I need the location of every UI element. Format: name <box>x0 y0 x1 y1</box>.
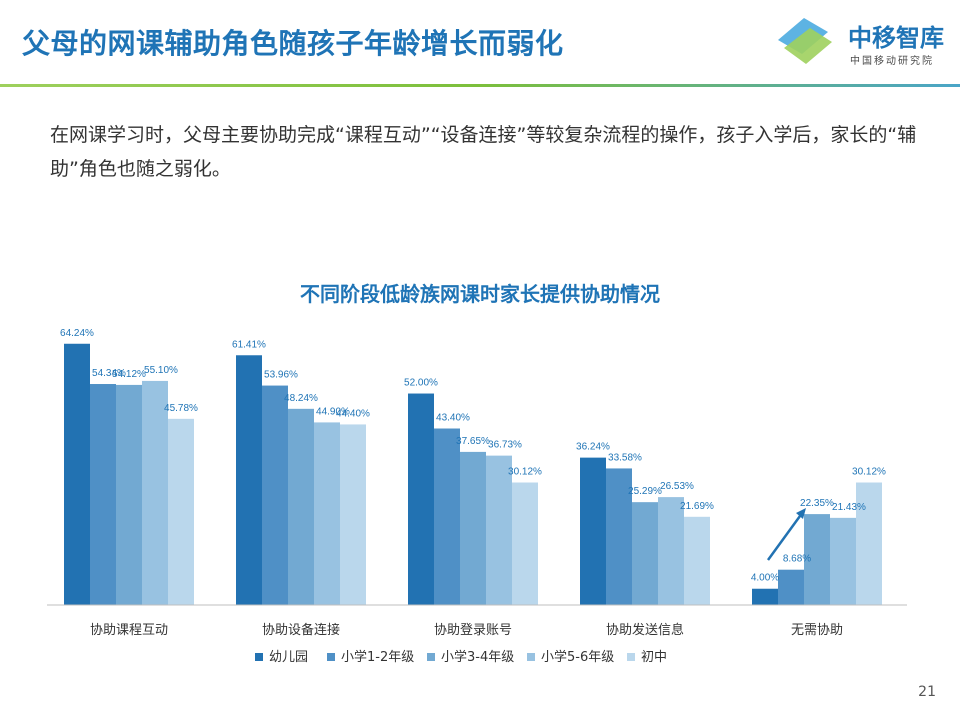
bar <box>340 424 366 605</box>
category-label: 协助设备连接 <box>262 622 340 638</box>
page-number: 21 <box>918 684 936 700</box>
bar-value-label: 55.10% <box>144 365 178 376</box>
page-title: 父母的网课辅助角色随孩子年龄增长而弱化 <box>22 27 564 60</box>
bar <box>580 457 606 605</box>
intro-paragraph: 在网课学习时，父母主要协助完成“课程互动”“设备连接”等较复杂流程的操作，孩子入… <box>50 124 917 180</box>
bar <box>236 355 262 605</box>
bar-value-label: 43.40% <box>436 413 470 424</box>
bar-value-label: 44.90% <box>316 406 350 417</box>
category-label: 协助登录账号 <box>434 623 512 638</box>
category-labels-layer: 协助课程互动 协助设备连接 协助登录账号 协助发送信息 无需协助 <box>90 622 843 638</box>
bar <box>64 343 90 605</box>
value-labels-layer: 64.24% 54.34%54.12%55.10% 45.78% 61.41% 53.9… <box>60 328 886 584</box>
bar-value-label: 26.53% <box>660 481 694 492</box>
bar <box>262 385 288 605</box>
bar <box>288 408 314 605</box>
legend-swatch <box>327 653 335 661</box>
bar <box>830 517 856 605</box>
bar <box>658 497 684 605</box>
category-label: 协助发送信息 <box>606 622 684 638</box>
bar-value-label: 45.78% <box>164 403 198 414</box>
bar <box>804 514 830 605</box>
bar-value-label: 54.34% <box>92 368 126 379</box>
bars-layer <box>64 343 882 605</box>
bar <box>408 393 434 605</box>
legend-swatch <box>255 653 263 661</box>
logo-subtitle: 中国移动研究院 <box>850 56 934 67</box>
legend-label: 小学5-6年级 <box>541 649 614 665</box>
bar-value-label: 33.58% <box>608 452 642 463</box>
trend-arrow-icon <box>766 508 806 561</box>
logo-text: 中移智库 <box>848 24 944 52</box>
legend-swatch <box>627 653 635 661</box>
category-label: 协助课程互动 <box>90 623 168 638</box>
bar <box>314 422 340 605</box>
logo <box>770 10 950 70</box>
bar <box>684 516 710 605</box>
bar-value-label: 53.96% <box>264 370 298 381</box>
bar-value-label: 44.40% <box>336 408 370 419</box>
bar-value-label: 8.68% <box>783 554 811 565</box>
legend-label: 幼儿园 <box>269 650 308 665</box>
legend-label: 小学3-4年级 <box>441 649 514 665</box>
bar <box>778 569 804 605</box>
legend-label: 初中 <box>641 650 667 665</box>
bar-value-label: 4.00% <box>751 573 779 584</box>
legend-swatch <box>527 653 535 661</box>
bar-value-label: 52.00% <box>404 378 438 389</box>
bar <box>752 588 778 605</box>
legend: 幼儿园 小学1-2年级 小学3-4年级 小学5-6年级 初中 <box>255 649 667 665</box>
bar <box>460 451 486 605</box>
bar <box>606 468 632 605</box>
bar-value-label: 36.73% <box>488 440 522 451</box>
bar <box>632 502 658 605</box>
logo-mark-icon <box>778 18 832 64</box>
chart-title: 不同阶段低龄族网课时家长提供协助情况 <box>300 282 660 306</box>
bar-value-label: 30.12% <box>852 467 886 478</box>
bar-value-label: 48.24% <box>284 393 318 404</box>
bar-value-label: 25.29% <box>628 486 662 497</box>
legend-label: 小学1-2年级 <box>341 649 414 665</box>
legend-swatch <box>427 653 435 661</box>
bar-value-label: 30.12% <box>508 467 542 478</box>
bar-value-label: 54.12% <box>112 369 146 380</box>
bar-value-label: 36.24% <box>576 442 610 453</box>
bar-value-label: 21.43% <box>832 502 866 513</box>
bar <box>512 482 538 605</box>
bar-value-label: 61.41% <box>232 339 266 350</box>
bar-value-label: 37.65% <box>456 436 490 447</box>
bar <box>434 428 460 605</box>
bar-value-label: 21.69% <box>680 501 714 512</box>
bar <box>90 384 116 605</box>
bar <box>168 418 194 605</box>
category-label: 无需协助 <box>791 623 843 638</box>
bar <box>856 482 882 605</box>
bar <box>486 455 512 605</box>
header-divider <box>0 84 960 87</box>
bar-value-label: 22.35% <box>800 498 834 509</box>
bar-value-label: 64.24% <box>60 328 94 339</box>
bar <box>142 380 168 605</box>
bar <box>116 384 142 605</box>
